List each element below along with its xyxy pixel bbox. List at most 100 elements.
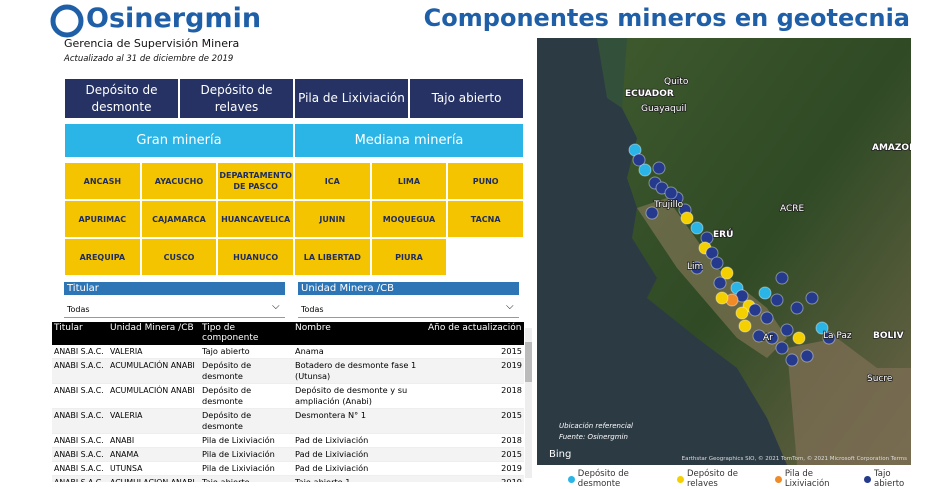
legend-item[interactable]: Tajo abierto <box>864 469 922 489</box>
component-button[interactable]: Depósito de relaves <box>179 78 294 119</box>
scrollbar[interactable] <box>525 328 532 478</box>
region-button[interactable]: HUANCAVELICA <box>217 200 294 238</box>
map-point[interactable] <box>770 293 784 307</box>
column-header[interactable]: Titular <box>52 322 108 345</box>
title: Componentes mineros en geotecnia <box>423 4 910 32</box>
table-row: ANABI S.A.C. ACUMULACIÓN ANABI Depósito de… <box>52 358 524 384</box>
table-cell: ANABI S.A.C. <box>52 447 108 462</box>
map-point[interactable] <box>815 321 829 335</box>
table-cell: 2019 <box>426 358 524 384</box>
filter-label: Titular <box>64 282 285 295</box>
map-label: Guayaquil <box>641 104 686 114</box>
region-button[interactable]: LIMA <box>370 162 448 200</box>
region-button[interactable]: CUSCO <box>140 238 218 276</box>
logo-icon <box>50 4 84 38</box>
map-point[interactable] <box>822 331 836 345</box>
region-button[interactable]: DEPARTAMENTO DE PASCO <box>217 162 294 200</box>
map-point[interactable] <box>800 349 814 363</box>
filter-dropdown[interactable]: Todas <box>64 302 285 318</box>
table-cell: ACUMULACIÓN ANABI <box>108 358 200 384</box>
region-button[interactable]: TACNA <box>447 200 524 238</box>
table: Titular Unidad Minera /CB Tipo de componen… <box>52 322 524 482</box>
map-point[interactable] <box>664 186 678 200</box>
size-button[interactable]: Mediana minería <box>294 123 524 158</box>
map-point[interactable] <box>758 286 772 300</box>
map-point[interactable] <box>785 353 799 367</box>
map-point[interactable] <box>705 246 719 260</box>
region-button[interactable]: PIURA <box>370 238 448 276</box>
map-point[interactable] <box>752 329 766 343</box>
map-point[interactable] <box>710 256 724 270</box>
map-point[interactable] <box>765 331 779 345</box>
map-label: ACRE <box>780 204 805 214</box>
table-cell: 2019 <box>426 461 524 476</box>
legend-item[interactable]: Depósito de desmonte <box>568 469 671 489</box>
table-cell: 2015 <box>426 408 524 434</box>
map-point[interactable] <box>760 311 774 325</box>
legend-item[interactable]: Depósito de relaves <box>677 469 769 489</box>
region-button[interactable]: LA LIBERTAD <box>294 238 371 276</box>
map-point[interactable] <box>780 323 794 337</box>
table-cell: Pila de Lixiviación <box>200 447 293 462</box>
region-button[interactable]: PUNO <box>447 162 524 200</box>
table-cell: ANABI S.A.C. <box>52 345 108 359</box>
map-point[interactable] <box>775 271 789 285</box>
map-point[interactable] <box>720 266 734 280</box>
column-header[interactable]: Nombre <box>293 322 426 345</box>
component-button[interactable]: Depósito de desmonte <box>64 78 179 119</box>
size-button[interactable]: Gran minería <box>64 123 294 158</box>
table-row: ANABI S.A.C. UTUNSA Pila de Lixiviación Pad… <box>52 461 524 476</box>
map-point[interactable] <box>715 291 729 305</box>
column-header[interactable]: Unidad Minera /CB <box>108 322 200 345</box>
column-header[interactable]: Tipo de componente <box>200 322 293 345</box>
legend-item[interactable]: Pila de Lixiviación <box>775 469 858 489</box>
table-cell: ANABI S.A.C. <box>52 475 108 482</box>
region-button[interactable]: AREQUIPA <box>64 238 141 276</box>
map-point[interactable] <box>790 301 804 315</box>
component-button[interactable]: Tajo abierto <box>409 78 524 119</box>
map-point[interactable] <box>638 163 652 177</box>
map-point[interactable] <box>632 153 646 167</box>
map-point[interactable] <box>792 331 806 345</box>
table-cell: Tajo abierto <box>200 475 293 482</box>
map-point[interactable] <box>775 341 789 355</box>
map-point[interactable] <box>645 206 659 220</box>
table-cell: ANAMA <box>108 447 200 462</box>
table-cell: VALERIA <box>108 408 200 434</box>
table-header: Titular Unidad Minera /CB Tipo de componen… <box>52 322 524 345</box>
table-cell: 2018 <box>426 383 524 409</box>
map-point[interactable] <box>652 161 666 175</box>
region-button[interactable]: AYACUCHO <box>140 162 218 200</box>
region-button[interactable]: APURIMAC <box>64 200 141 238</box>
region-button[interactable]: MOQUEGUA <box>370 200 448 238</box>
region-button[interactable]: HUANUCO <box>217 238 294 276</box>
filter-dropdown[interactable]: Todas <box>298 302 519 318</box>
region-button[interactable]: ANCASH <box>64 162 141 200</box>
map-point[interactable] <box>690 221 704 235</box>
map-point[interactable] <box>805 291 819 305</box>
map-point[interactable] <box>713 276 727 290</box>
legend-label: Depósito de desmonte <box>577 469 629 489</box>
table-wrap: Titular Unidad Minera /CB Tipo de componen… <box>52 322 524 482</box>
map: ECUADOR Quito Guayaquil AMAZONAS Trujillo ERÚ… <box>537 38 911 465</box>
dropdown-arrow: ⌵ <box>272 301 280 312</box>
logo: Osinergmin <box>86 3 262 34</box>
region-button[interactable]: ICA <box>294 162 371 200</box>
table-row: ANABI S.A.C. ANABI Pila de Lixiviación Pad … <box>52 433 524 448</box>
table-cell: Depósito de desmonte <box>200 358 293 384</box>
map-point[interactable] <box>680 211 694 225</box>
map-source: Fuente: Osinergmin <box>559 433 628 441</box>
region-button[interactable]: JUNIN <box>294 200 371 238</box>
component-button[interactable]: Pila de Lixiviación <box>294 78 409 119</box>
table-cell: ANABI S.A.C. <box>52 408 108 434</box>
table-row: ANABI S.A.C. ANAMA Pila de Lixiviación Pad … <box>52 447 524 462</box>
map-point[interactable] <box>738 319 752 333</box>
map-point[interactable] <box>690 261 704 275</box>
subtitle: Gerencia de Supervisión Minera <box>64 37 240 50</box>
region-button[interactable]: CAJAMARCA <box>140 200 218 238</box>
map-label: Ar <box>763 333 773 343</box>
map-point[interactable] <box>735 306 749 320</box>
column-header[interactable]: Año de actualización <box>426 322 524 345</box>
map-point[interactable] <box>748 303 762 317</box>
legend-label: Tajo abierto <box>874 469 905 489</box>
